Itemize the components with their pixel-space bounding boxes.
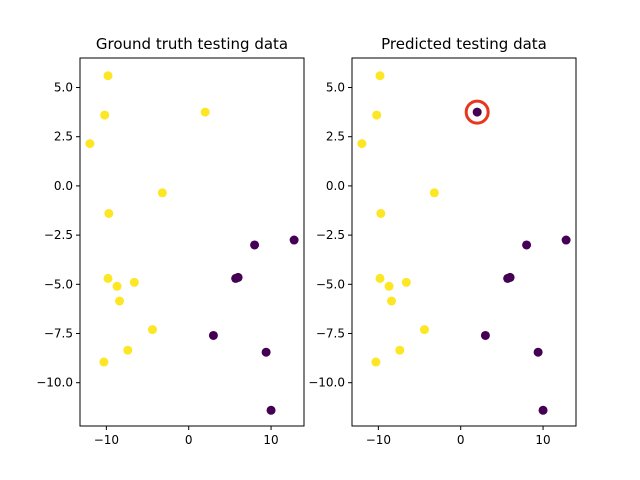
axes-frame (351, 57, 577, 427)
data-point (419, 325, 429, 335)
y-tick-label: −2.5 (44, 228, 73, 242)
x-tick-label: −10 (94, 433, 119, 447)
data-point (387, 296, 397, 306)
data-point (357, 139, 367, 149)
chart-predicted: Predicted testing data −10 0 10 5.0 2.5 0.0 −2… (308, 35, 577, 447)
data-point (157, 188, 167, 198)
data-point (371, 357, 381, 367)
data-point (384, 281, 394, 291)
data-point (129, 277, 139, 287)
data-point (376, 208, 386, 218)
x-tick-label: −10 (366, 433, 391, 447)
data-point (104, 208, 114, 218)
x-tick-label: 10 (263, 433, 278, 447)
data-point (505, 272, 515, 282)
data-point (112, 281, 122, 291)
data-point (533, 347, 543, 357)
data-point (266, 405, 276, 415)
data-point (99, 357, 109, 367)
data-point (115, 296, 125, 306)
data-point (429, 188, 439, 198)
data-point (522, 240, 532, 250)
data-point (480, 330, 490, 340)
x-tick-label: 0 (185, 433, 193, 447)
chart-title: Ground truth testing data (96, 35, 288, 53)
y-tick-label: −7.5 (316, 327, 345, 341)
highlight-ring (464, 99, 490, 125)
y-tick-label: −10.0 (36, 376, 73, 390)
y-tick-label: 5.0 (326, 81, 345, 95)
x-tick-label: 10 (535, 433, 550, 447)
y-tick-label: −5.0 (316, 277, 345, 291)
data-point (85, 139, 95, 149)
data-point (147, 325, 157, 335)
data-point (103, 273, 113, 283)
data-point (208, 330, 218, 340)
data-point (561, 235, 571, 245)
data-point (233, 272, 243, 282)
y-tick-label: 0.0 (54, 179, 73, 193)
y-tick-label: 0.0 (326, 179, 345, 193)
y-tick-label: −10.0 (308, 376, 345, 390)
y-tick-label: −2.5 (316, 228, 345, 242)
data-point (372, 110, 382, 120)
data-point (289, 235, 299, 245)
y-tick-label: −5.0 (44, 277, 73, 291)
data-point (401, 277, 411, 287)
data-point (103, 71, 113, 81)
data-point (123, 345, 133, 355)
chart-ground-truth: Ground truth testing data −10 0 10 5.0 2.5 0.… (36, 35, 305, 447)
data-point (472, 107, 482, 117)
y-tick-label: 5.0 (54, 81, 73, 95)
data-point (395, 345, 405, 355)
data-point (261, 347, 271, 357)
data-point (200, 107, 210, 117)
data-point (375, 273, 385, 283)
data-point (100, 110, 110, 120)
y-tick-label: 2.5 (54, 130, 73, 144)
data-point (250, 240, 260, 250)
data-point (375, 71, 385, 81)
data-point (538, 405, 548, 415)
axes-frame (79, 57, 305, 427)
chart-title: Predicted testing data (381, 35, 547, 53)
y-tick-label: −7.5 (44, 327, 73, 341)
y-tick-label: 2.5 (326, 130, 345, 144)
x-tick-label: 0 (457, 433, 465, 447)
